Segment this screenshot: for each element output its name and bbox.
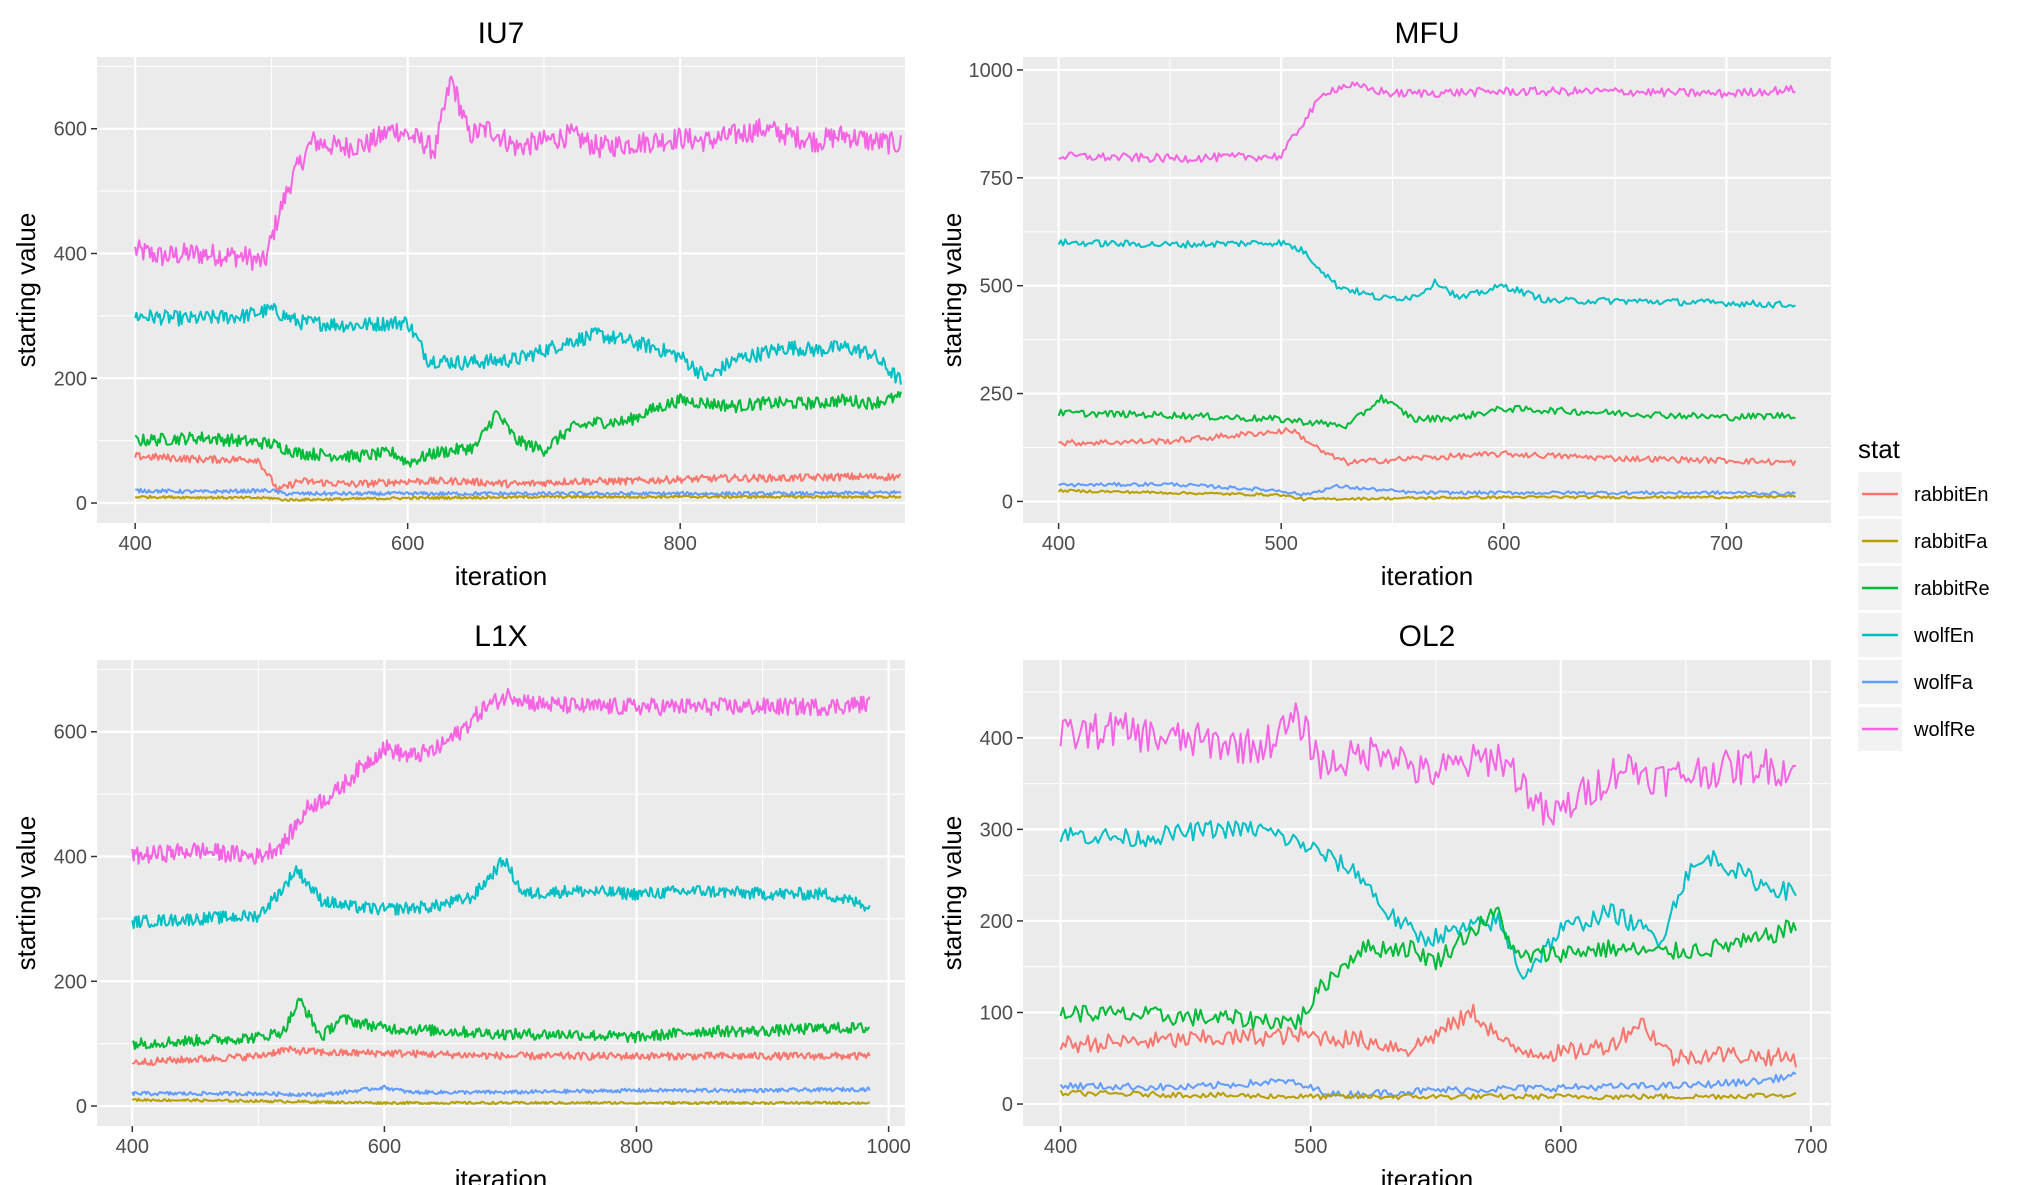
panel-background [1023,660,1831,1126]
y-tick-label: 600 [54,722,87,744]
x-tick-label: 500 [1265,533,1298,555]
x-tick-label: 1000 [866,1136,911,1158]
series-line-wolfRe [1058,81,1796,164]
y-tick-label: 200 [980,911,1013,933]
series-line-wolfRe [1059,702,1797,826]
y-axis-label: starting value [937,816,967,971]
x-tick-label: 700 [1710,533,1743,555]
legend-title: stat [1858,434,1901,464]
y-axis-label: starting value [11,816,41,971]
series-line-rabbitEn [134,451,901,493]
series-line-wolfFa [131,1084,871,1098]
y-tick-label: 600 [54,119,87,141]
series-line-rabbitFa [131,1097,870,1106]
series-line-rabbitFa [1059,1089,1797,1101]
series-line-rabbitRe [1057,394,1796,430]
y-tick-label: 0 [1002,1094,1013,1116]
series-line-rabbitEn [1058,427,1797,467]
series-line-wolfFa [1058,481,1796,497]
y-tick-label: 200 [54,971,87,993]
x-axis-label: iteration [1381,561,1474,591]
x-tick-label: 600 [368,1136,401,1158]
y-tick-label: 400 [54,244,87,266]
y-axis-label: starting value [11,213,41,368]
x-tick-label: 600 [1544,1136,1577,1158]
series-line-rabbitFa [1057,488,1796,502]
panel-background [97,57,905,523]
panel-ol2: 400 500 600 700 0 100 200 300 400 OL2 iteration sta… [937,620,1831,1185]
panel-title: OL2 [1399,620,1456,653]
series-line-wolfRe [134,75,902,271]
x-tick-label: 800 [620,1136,653,1158]
y-tick-label: 0 [1002,491,1013,513]
legend-item-wolfEn: wolfEn [1858,613,1974,657]
y-axis-label: starting value [937,213,967,368]
series-line-wolfEn [1059,820,1797,980]
y-tick-label: 100 [980,1002,1013,1024]
panel-l1x: 400 600 800 1000 0 200 400 600 L1X iteration start… [11,620,911,1185]
legend-item-wolfRe: wolfRe [1858,707,1975,751]
series-line-rabbitEn [1059,1003,1797,1068]
series-line-wolfEn [134,302,902,385]
legend-label: rabbitEn [1914,484,1989,506]
x-tick-label: 500 [1294,1136,1327,1158]
panel-title: IU7 [478,17,525,50]
panel-mfu: 400 500 600 700 0 250 500 750 1000 MFU iteration st… [937,17,1831,591]
y-tick-label: 0 [76,1096,87,1118]
x-tick-label: 400 [1044,1136,1077,1158]
legend-label: wolfRe [1913,719,1975,741]
y-tick-label: 250 [980,384,1013,406]
x-tick-label: 400 [118,533,151,555]
y-tick-label: 1000 [969,60,1014,82]
legend-label: wolfEn [1913,625,1974,647]
legend-label: wolfFa [1913,672,1974,694]
panel-title: L1X [474,620,527,653]
series-line-wolfFa [135,487,902,497]
x-axis-label: iteration [455,1164,548,1185]
panel-background [1023,57,1831,523]
series-line-rabbitFa [134,494,902,502]
series-line-rabbitRe [134,391,902,468]
series-line-wolfEn [1057,238,1796,309]
legend-item-rabbitEn: rabbitEn [1858,472,1989,516]
x-axis-label: iteration [455,561,548,591]
series-line-wolfRe [131,687,871,865]
y-tick-label: 300 [980,819,1013,841]
panel-title: MFU [1395,17,1460,50]
y-tick-label: 750 [980,168,1013,190]
legend-item-rabbitRe: rabbitRe [1858,566,1990,610]
y-tick-label: 400 [54,847,87,869]
x-tick-label: 600 [391,533,424,555]
y-tick-label: 500 [980,276,1013,298]
legend-item-wolfFa: wolfFa [1858,660,1974,704]
y-tick-label: 400 [980,728,1013,750]
x-tick-label: 400 [116,1136,149,1158]
series-line-wolfFa [1059,1071,1797,1099]
x-tick-label: 700 [1794,1136,1827,1158]
panel-iu7: 400 600 800 0 200 400 600 IU7 iteration starting … [11,17,905,591]
y-tick-label: 0 [76,493,87,515]
legend: stat rabbitEn rabbitFa rabbitRe wolfEn wolfFa… [1858,434,1990,751]
series-line-wolfEn [131,857,871,930]
y-tick-label: 200 [54,368,87,390]
x-tick-label: 600 [1487,533,1520,555]
x-axis-label: iteration [1381,1164,1474,1185]
x-tick-label: 400 [1042,533,1075,555]
legend-label: rabbitRe [1914,578,1990,600]
series-line-rabbitRe [1059,906,1797,1030]
x-tick-label: 800 [663,533,696,555]
legend-label: rabbitFa [1914,531,1988,553]
series-line-rabbitEn [131,1045,871,1066]
legend-item-rabbitFa: rabbitFa [1858,519,1988,563]
series-line-rabbitRe [131,997,871,1051]
